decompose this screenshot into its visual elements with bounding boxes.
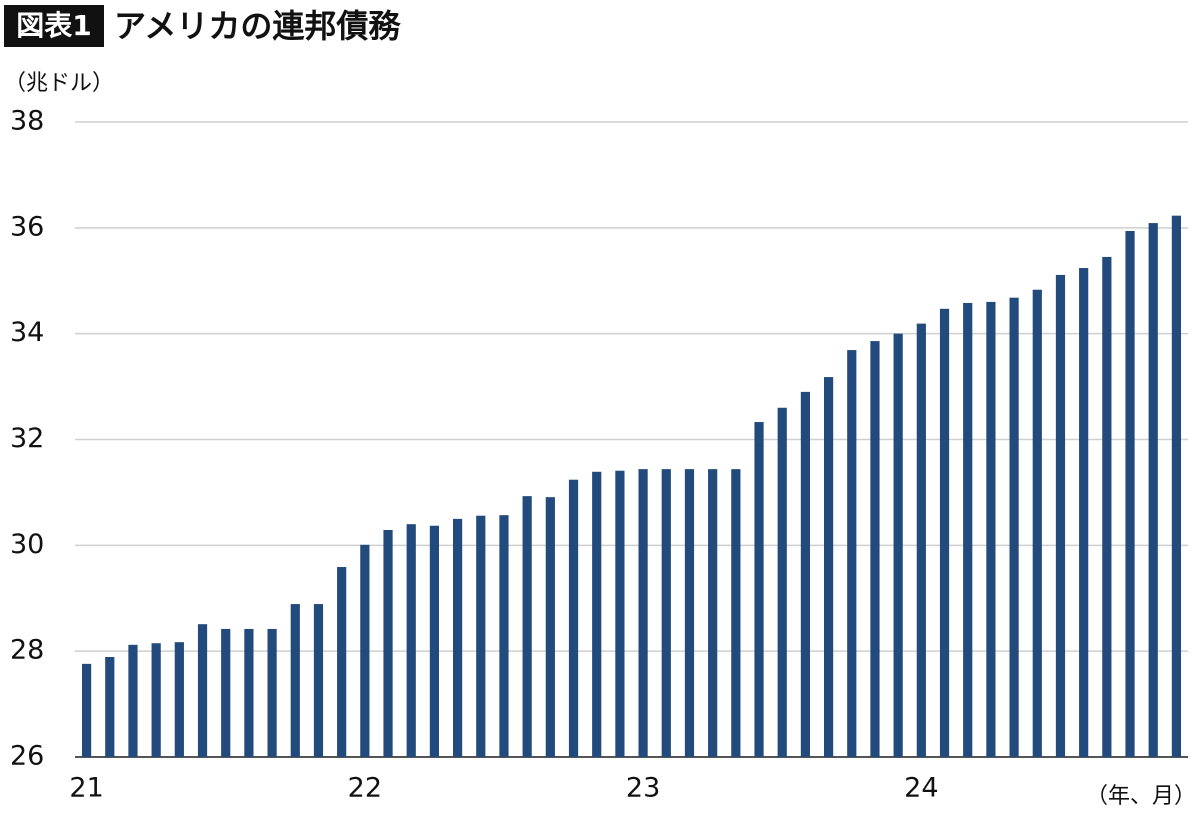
bar: [267, 628, 277, 757]
bar: [592, 471, 602, 757]
bar: [939, 308, 950, 757]
y-tick-label: 38: [10, 106, 44, 137]
bar: [638, 469, 648, 757]
bar: [1102, 256, 1112, 757]
bar: [1171, 215, 1182, 758]
x-tick-label: 24: [904, 773, 938, 804]
x-axis-label: （年、月）: [1086, 784, 1196, 809]
chart-title: アメリカの連邦債務: [114, 7, 401, 45]
x-tick-label: 23: [626, 773, 660, 804]
bar: [963, 302, 973, 757]
bar: [81, 663, 92, 757]
bar: [800, 391, 811, 757]
bar: [151, 643, 161, 757]
bar: [893, 333, 903, 757]
bar: [1009, 297, 1019, 757]
y-tick-label: 36: [10, 211, 44, 242]
bar: [105, 656, 115, 757]
bar: [684, 469, 695, 757]
bar: [128, 644, 138, 757]
bar: [916, 323, 926, 757]
bar: [777, 407, 787, 757]
bar: [986, 301, 996, 757]
bar: [823, 377, 834, 757]
bar: [615, 470, 625, 757]
badge-box: [4, 5, 104, 47]
y-tick-label: 26: [10, 741, 44, 772]
x-tick-label: 21: [69, 773, 103, 804]
y-axis-label: （兆ドル）: [4, 71, 114, 96]
bar: [360, 544, 370, 757]
bar: [731, 469, 741, 757]
bar: [197, 624, 208, 757]
bar: [244, 628, 254, 757]
bar: [568, 479, 579, 757]
bar: [847, 350, 857, 757]
bar: [1055, 274, 1066, 757]
bar: [870, 341, 880, 757]
bar: [290, 604, 300, 757]
bar: [313, 604, 324, 757]
bar: [221, 628, 231, 757]
bar: [499, 515, 509, 757]
bar: [1125, 231, 1135, 758]
bar: [383, 529, 393, 757]
bar: [337, 567, 347, 757]
bar: [545, 497, 555, 757]
bar: [476, 515, 486, 757]
badge: 図表1: [16, 9, 91, 42]
y-tick-label: 30: [10, 529, 44, 560]
y-tick-label: 32: [10, 423, 44, 454]
bar: [452, 518, 463, 757]
bar: [522, 496, 532, 757]
bar: [1032, 289, 1042, 757]
bar: [406, 524, 416, 757]
bar: [1148, 223, 1158, 758]
y-tick-label: 34: [10, 317, 44, 348]
y-tick-label: 28: [10, 635, 44, 666]
bar: [754, 422, 764, 757]
bar: [1079, 268, 1089, 757]
bar: [661, 469, 671, 757]
bar: [174, 642, 184, 757]
x-tick-label: 22: [348, 773, 382, 804]
bar: [429, 525, 440, 757]
bar: [708, 469, 718, 757]
